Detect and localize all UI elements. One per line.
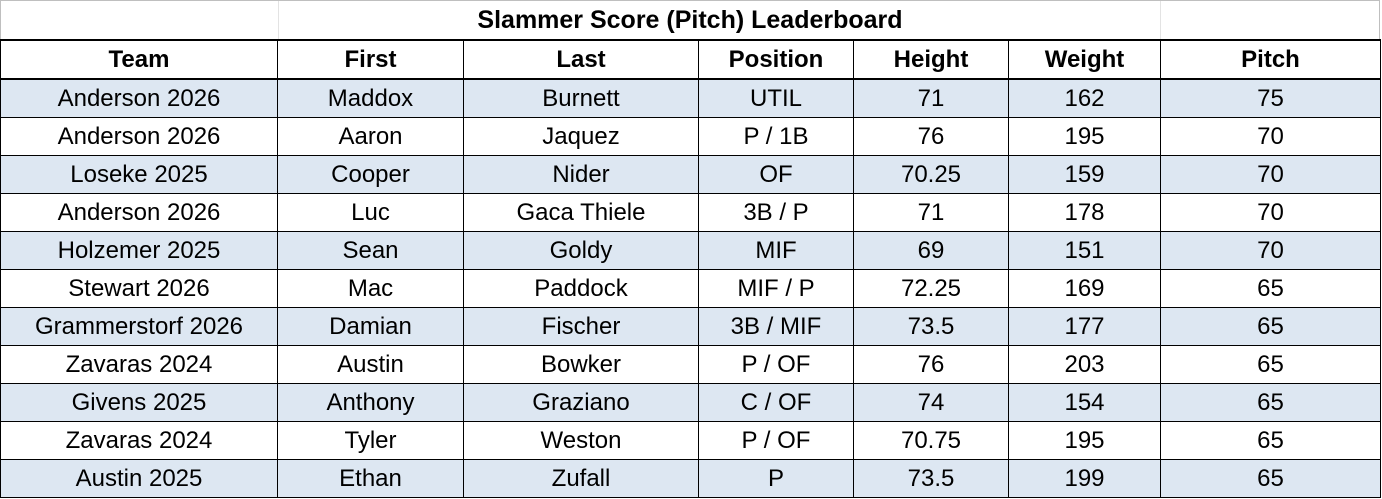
cell-position: OF [698, 155, 854, 194]
cell-weight: 154 [1008, 383, 1161, 422]
cell-last: Paddock [463, 269, 699, 308]
cell-weight: 169 [1008, 269, 1161, 308]
cell-team: Anderson 2026 [0, 193, 278, 232]
table-row: Stewart 2026 Mac Paddock MIF / P 72.25 1… [0, 269, 1381, 308]
cell-height: 72.25 [853, 269, 1009, 308]
cell-height: 70.25 [853, 155, 1009, 194]
header-weight: Weight [1008, 39, 1161, 80]
cell-height: 70.75 [853, 421, 1009, 460]
cell-height: 71 [853, 193, 1009, 232]
cell-position: C / OF [698, 383, 854, 422]
table-row: Anderson 2026 Luc Gaca Thiele 3B / P 71 … [0, 193, 1381, 232]
cell-pitch: 65 [1160, 307, 1381, 346]
cell-team: Anderson 2026 [0, 78, 278, 118]
cell-weight: 177 [1008, 307, 1161, 346]
cell-position: 3B / P [698, 193, 854, 232]
table-row: Grammerstorf 2026 Damian Fischer 3B / MI… [0, 307, 1381, 346]
cell-pitch: 70 [1160, 117, 1381, 156]
cell-last: Goldy [463, 231, 699, 270]
header-first: First [277, 39, 464, 80]
table-row: Zavaras 2024 Tyler Weston P / OF 70.75 1… [0, 421, 1381, 460]
cell-last: Graziano [463, 383, 699, 422]
table-row: Anderson 2026 Aaron Jaquez P / 1B 76 195… [0, 117, 1381, 156]
cell-height: 73.5 [853, 459, 1009, 498]
cell-pitch: 65 [1160, 269, 1381, 308]
cell-first: Luc [277, 193, 464, 232]
cell-weight: 199 [1008, 459, 1161, 498]
cell-weight: 195 [1008, 117, 1161, 156]
cell-height: 74 [853, 383, 1009, 422]
cell-position: 3B / MIF [698, 307, 854, 346]
cell-position: P [698, 459, 854, 498]
cell-team: Austin 2025 [0, 459, 278, 498]
cell-last: Bowker [463, 345, 699, 384]
cell-position: MIF / P [698, 269, 854, 308]
cell-height: 69 [853, 231, 1009, 270]
cell-height: 71 [853, 78, 1009, 118]
cell-team: Zavaras 2024 [0, 421, 278, 460]
cell-team: Stewart 2026 [0, 269, 278, 308]
header-team: Team [0, 39, 278, 80]
cell-first: Ethan [277, 459, 464, 498]
cell-height: 76 [853, 117, 1009, 156]
cell-first: Tyler [277, 421, 464, 460]
cell-pitch: 65 [1160, 421, 1381, 460]
cell-team: Zavaras 2024 [0, 345, 278, 384]
table-row: Givens 2025 Anthony Graziano C / OF 74 1… [0, 383, 1381, 422]
table-row: Anderson 2026 Maddox Burnett UTIL 71 162… [0, 78, 1381, 118]
cell-weight: 195 [1008, 421, 1161, 460]
cell-last: Gaca Thiele [463, 193, 699, 232]
header-position: Position [698, 39, 854, 80]
cell-position: MIF [698, 231, 854, 270]
cell-first: Mac [277, 269, 464, 308]
cell-height: 73.5 [853, 307, 1009, 346]
table-row: Loseke 2025 Cooper Nider OF 70.25 159 70 [0, 155, 1381, 194]
cell-last: Jaquez [463, 117, 699, 156]
leaderboard-title: Slammer Score (Pitch) Leaderboard [0, 0, 1380, 39]
cell-last: Zufall [463, 459, 699, 498]
cell-position: P / OF [698, 345, 854, 384]
cell-height: 76 [853, 345, 1009, 384]
leaderboard-table: Team First Last Position Height Weight P… [0, 39, 1381, 498]
cell-weight: 159 [1008, 155, 1161, 194]
cell-first: Sean [277, 231, 464, 270]
cell-pitch: 75 [1160, 78, 1381, 118]
cell-pitch: 65 [1160, 345, 1381, 384]
cell-weight: 151 [1008, 231, 1161, 270]
cell-last: Fischer [463, 307, 699, 346]
table-row: Holzemer 2025 Sean Goldy MIF 69 151 70 [0, 231, 1381, 270]
header-row: Team First Last Position Height Weight P… [0, 39, 1381, 80]
cell-first: Aaron [277, 117, 464, 156]
cell-pitch: 70 [1160, 231, 1381, 270]
header-height: Height [853, 39, 1009, 80]
cell-last: Nider [463, 155, 699, 194]
cell-weight: 162 [1008, 78, 1161, 118]
cell-position: P / OF [698, 421, 854, 460]
cell-weight: 203 [1008, 345, 1161, 384]
table-row: Zavaras 2024 Austin Bowker P / OF 76 203… [0, 345, 1381, 384]
cell-pitch: 70 [1160, 155, 1381, 194]
cell-team: Grammerstorf 2026 [0, 307, 278, 346]
cell-position: P / 1B [698, 117, 854, 156]
table-row: Austin 2025 Ethan Zufall P 73.5 199 65 [0, 459, 1381, 498]
cell-team: Anderson 2026 [0, 117, 278, 156]
cell-position: UTIL [698, 78, 854, 118]
cell-first: Maddox [277, 78, 464, 118]
cell-weight: 178 [1008, 193, 1161, 232]
cell-first: Austin [277, 345, 464, 384]
header-pitch: Pitch [1160, 39, 1381, 80]
cell-team: Givens 2025 [0, 383, 278, 422]
cell-pitch: 70 [1160, 193, 1381, 232]
cell-last: Weston [463, 421, 699, 460]
cell-pitch: 65 [1160, 383, 1381, 422]
cell-first: Cooper [277, 155, 464, 194]
cell-first: Damian [277, 307, 464, 346]
header-last: Last [463, 39, 699, 80]
cell-last: Burnett [463, 78, 699, 118]
cell-first: Anthony [277, 383, 464, 422]
cell-pitch: 65 [1160, 459, 1381, 498]
cell-team: Holzemer 2025 [0, 231, 278, 270]
cell-team: Loseke 2025 [0, 155, 278, 194]
